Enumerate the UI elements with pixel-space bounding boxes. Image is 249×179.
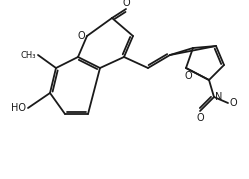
Text: O: O	[184, 71, 192, 81]
Text: O: O	[196, 113, 204, 123]
Text: CH₃: CH₃	[20, 50, 36, 59]
Text: O: O	[77, 31, 85, 41]
Text: O: O	[229, 98, 237, 108]
Text: HO: HO	[11, 103, 26, 113]
Text: O: O	[122, 0, 130, 8]
Text: N: N	[215, 92, 222, 102]
